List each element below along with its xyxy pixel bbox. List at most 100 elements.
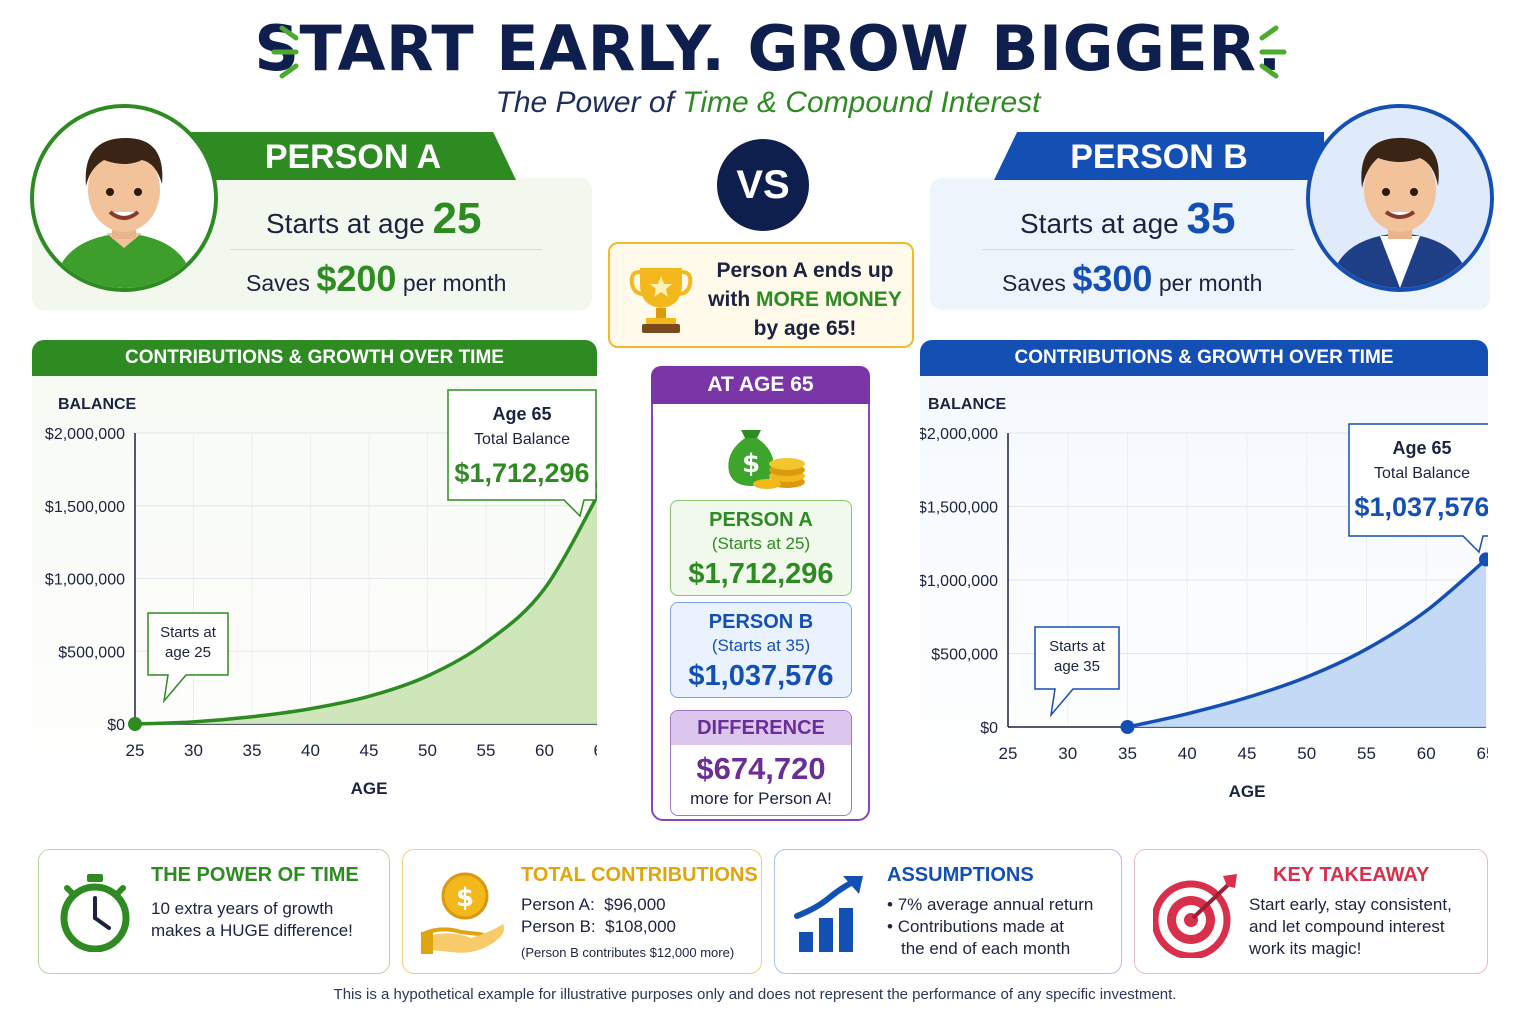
subtitle-highlight: Time & Compound Interest	[682, 86, 1041, 119]
person-b-start: Starts at age 35	[1020, 194, 1236, 244]
assumption-bullet-1: • 7% average annual return	[887, 895, 1094, 914]
person-a-divider	[230, 249, 542, 250]
svg-text:$: $	[742, 449, 760, 479]
person-b-result-name: PERSON B	[708, 611, 814, 633]
chart-a-start-callout-box	[147, 612, 229, 704]
trophy-icon	[629, 268, 693, 333]
total-contributions-card: $ TOTAL CONTRIBUTIONS Person A: $96,000 …	[402, 849, 762, 974]
chart-a-data-point	[128, 717, 142, 731]
chart-b-y-axis-label: BALANCE	[928, 396, 1007, 413]
chart-b-title: CONTRIBUTIONS & GROWTH OVER TIME	[920, 340, 1488, 376]
difference-result: DIFFERENCE $674,720 more for Person A!	[670, 710, 852, 816]
chart-b-start-callout-line: age 35	[1054, 658, 1100, 675]
key-takeaway-card: KEY TAKEAWAY Start early, stay consisten…	[1134, 849, 1488, 974]
trophy-message: Person A ends up with MORE MONEY by age …	[700, 256, 910, 343]
age-65-panel: AT AGE 65 $ PERSON A (Starts at 25) $1,7…	[651, 366, 870, 821]
chart-b-x-tick-label: 30	[1058, 744, 1077, 763]
chart-b-svg: $0 $500,000 $1,000,000 $1,500,000 $2,000,000…	[920, 396, 1488, 801]
trophy-line-2-prefix: with	[708, 288, 756, 311]
chart-b-y-tick-label: $0	[980, 720, 998, 737]
chart-a-title: CONTRIBUTIONS & GROWTH OVER TIME	[32, 340, 597, 376]
chart-b-y-tick-label: $1,000,000	[920, 573, 998, 590]
power-of-time-title: THE POWER OF TIME	[151, 864, 359, 886]
difference-label: DIFFERENCE	[671, 711, 851, 745]
chart-b-x-tick-label: 50	[1297, 744, 1316, 763]
key-takeaway-line-3: work its magic!	[1249, 939, 1362, 958]
trophy-line-2-highlight: MORE MONEY	[755, 288, 902, 311]
chart-a-x-tick-label: 55	[477, 741, 496, 760]
assumption-2-text-b: the end of each month	[901, 939, 1071, 958]
chart-b-x-tick-label: 25	[999, 744, 1018, 763]
chart-a-series-line	[134, 492, 597, 726]
person-a-result-name: PERSON A	[709, 509, 813, 531]
person-a-save-suffix: per month	[402, 270, 507, 296]
page-subtitle: The Power of Time & Compound Interest	[0, 86, 1536, 120]
contrib-a-label: Person A:	[521, 895, 595, 914]
target-icon	[1153, 874, 1237, 958]
chart-a-y-tick-label: $500,000	[58, 644, 125, 661]
chart-panel-person-a: CONTRIBUTIONS & GROWTH OVER TIME $0 $500,…	[32, 340, 597, 820]
page-title: START EARLY. GROW BIGGER.	[254, 12, 1282, 85]
person-a-save-label: Saves	[246, 270, 310, 296]
trophy-line-3: by age 65!	[753, 317, 857, 340]
person-b-avatar	[1306, 104, 1494, 292]
person-b-save-label: Saves	[1002, 270, 1066, 296]
person-b-tab: PERSON B	[994, 132, 1324, 180]
chart-b-x-tick-label: 55	[1357, 744, 1376, 763]
chart-b-x-tick-label: 40	[1178, 744, 1197, 763]
power-of-time-line-1: 10 extra years of growth	[151, 899, 334, 918]
person-a-tab: PERSON A	[190, 132, 516, 180]
assumption-1-text: 7% average annual return	[897, 895, 1094, 914]
growth-chart-icon	[794, 876, 863, 952]
person-b-start-age: 35	[1186, 194, 1236, 243]
chart-a-x-tick-label: 45	[360, 741, 379, 760]
subtitle-prefix: The Power of	[495, 86, 683, 119]
chart-a-start-callout-line: Starts at	[160, 624, 217, 641]
chart-b-data-point	[1479, 552, 1488, 567]
chart-b-end-callout-line-2: Total Balance	[1374, 465, 1470, 482]
person-a-result-value: $1,712,296	[688, 558, 834, 590]
person-b-start-label: Starts at age	[1020, 208, 1179, 239]
contrib-b-value: $108,000	[605, 917, 677, 936]
chart-a-end-callout-value: $1,712,296	[454, 458, 589, 488]
chart-a-end-callout-line-1: Age 65	[492, 404, 551, 424]
person-b-result: PERSON B (Starts at 35) $1,037,576	[670, 602, 852, 698]
person-b-save-amount: $300	[1072, 258, 1153, 299]
person-a-start: Starts at age 25	[266, 194, 482, 244]
assumption-2-text-a: Contributions made at	[897, 917, 1065, 936]
difference-value: $674,720	[696, 751, 826, 786]
contrib-a-value: $96,000	[604, 895, 666, 914]
chart-a-y-tick-label: $1,000,000	[45, 572, 125, 589]
assumptions-card: ASSUMPTIONS • 7% average annual return •…	[774, 849, 1122, 974]
chart-b-y-tick-label: $2,000,000	[920, 426, 998, 443]
person-a-start-age: 25	[432, 194, 482, 243]
assumption-bullet-2: • Contributions made at	[887, 917, 1065, 936]
money-bag-icon: $	[728, 430, 805, 489]
power-of-time-text: 10 extra years of growth makes a HUGE di…	[151, 898, 353, 942]
age-65-title: AT AGE 65	[651, 366, 870, 404]
contrib-b-label: Person B:	[521, 917, 596, 936]
chart-b-y-tick-label: $1,500,000	[920, 500, 998, 517]
chart-b-x-tick-label: 35	[1118, 744, 1137, 763]
chart-b-x-tick-label: 60	[1417, 744, 1436, 763]
person-b-result-value: $1,037,576	[688, 660, 834, 692]
sparkle-left-icon	[271, 25, 299, 79]
chart-b-end-callout-value: $1,037,576	[1354, 492, 1488, 522]
chart-b-start-callout-box	[1034, 626, 1120, 718]
power-of-time-line-2: makes a HUGE difference!	[151, 921, 353, 940]
chart-a-x-tick-label: 30	[184, 741, 203, 760]
chart-a-end-callout-box	[447, 389, 597, 518]
chart-a-y-tick-label: $2,000,000	[45, 426, 125, 443]
chart-b-end-callout-box	[1348, 423, 1488, 554]
person-b-result-sub: (Starts at 35)	[711, 636, 811, 655]
trophy-callout: Person A ends up with MORE MONEY by age …	[608, 242, 914, 348]
person-b-savings: Saves $300 per month	[1002, 258, 1262, 300]
person-b-divider	[982, 249, 1294, 250]
trophy-line-2: with MORE MONEY	[700, 285, 910, 314]
person-a-result-sub: (Starts at 25)	[711, 534, 811, 553]
person-a-savings: Saves $200 per month	[246, 258, 506, 300]
difference-sub: more for Person A!	[690, 789, 832, 808]
chart-b-x-tick-label: 65	[1477, 744, 1488, 763]
assumptions-text: • 7% average annual return • Contributio…	[887, 894, 1093, 960]
key-takeaway-line-1: Start early, stay consistent,	[1249, 895, 1452, 914]
